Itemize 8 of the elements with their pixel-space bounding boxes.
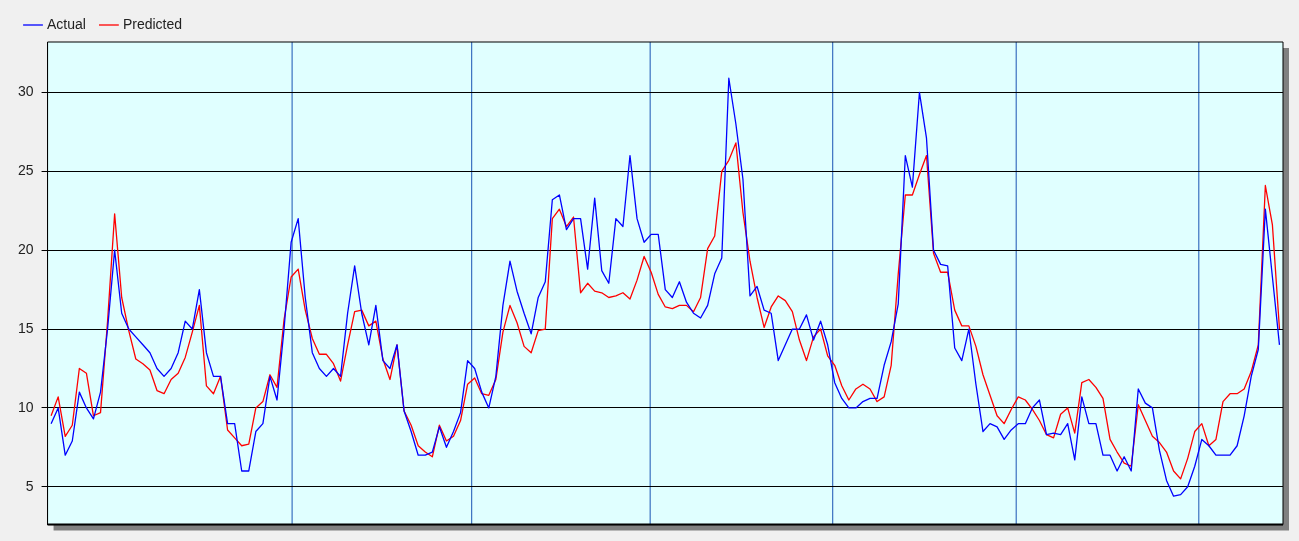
legend-label: Actual xyxy=(47,15,86,32)
y-tick-label: 10 xyxy=(17,398,34,415)
y-tick-label: 30 xyxy=(17,83,34,100)
y-tick-label: 5 xyxy=(25,477,34,494)
y-tick-label: 20 xyxy=(17,241,34,258)
y-tick-label: 15 xyxy=(17,319,34,336)
legend-label: Predicted xyxy=(122,15,183,32)
y-tick-label: 25 xyxy=(17,162,34,179)
